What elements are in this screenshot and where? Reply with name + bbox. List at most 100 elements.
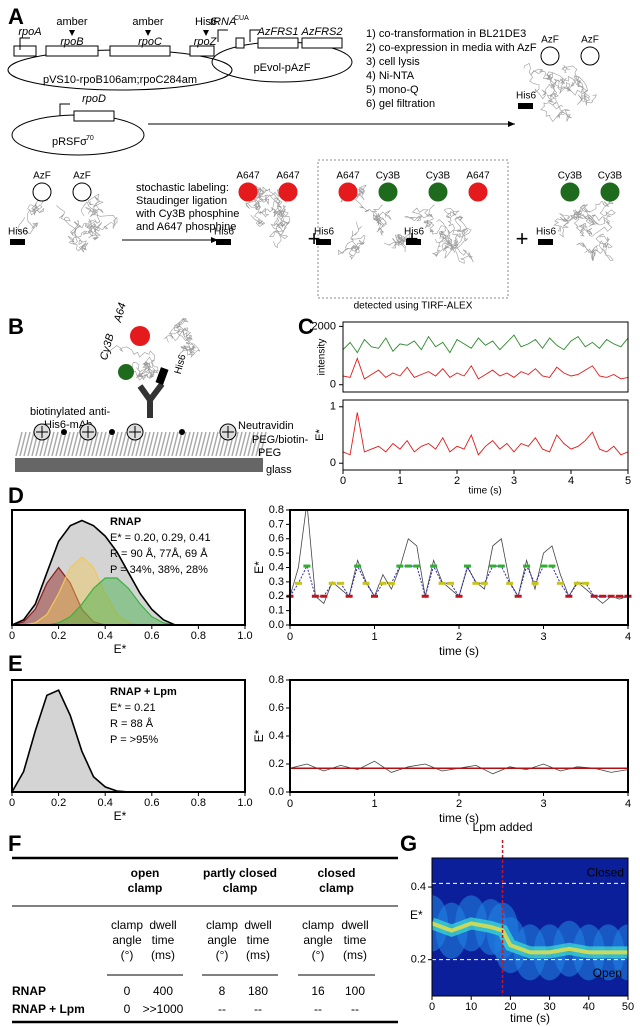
- subheader: (°): [121, 948, 134, 962]
- x-tick-label: 2: [456, 798, 462, 810]
- state-segment: [523, 564, 531, 568]
- plot-frame: [11, 509, 246, 626]
- dye-label: A647: [466, 171, 490, 182]
- rnap-structure: [180, 327, 201, 358]
- peg: [95, 431, 103, 457]
- rnap-structure: [252, 185, 287, 218]
- subheader: dwell: [149, 918, 176, 932]
- state-segment: [616, 594, 624, 598]
- plasmid-name: pEvol-pAzF: [254, 62, 311, 74]
- gene-label: rpoB: [60, 36, 83, 48]
- state-label: Open: [593, 966, 622, 980]
- acceptor-dye: [130, 326, 150, 346]
- density-core: [432, 921, 628, 955]
- plasmid-name: pRSFσ: [52, 136, 87, 148]
- table-cell: 400: [153, 984, 173, 998]
- gene-label: AzFRS1: [257, 26, 299, 38]
- state-segment: [531, 581, 539, 585]
- peg: [23, 431, 31, 457]
- peg: [147, 431, 155, 457]
- subheader: (ms): [246, 948, 270, 962]
- panel-label: G: [400, 831, 417, 856]
- his-tag: [316, 239, 331, 245]
- y-tick-label: 0.8: [269, 674, 284, 686]
- y-tick-label: 0.3: [269, 576, 284, 588]
- acceptor-label: A64: [112, 302, 129, 325]
- gene-label: rpoA: [18, 26, 41, 38]
- rnap-structure: [523, 62, 570, 100]
- x-tick-label: 0.8: [191, 630, 206, 642]
- peg: [155, 431, 163, 457]
- table-cell: 16: [311, 984, 325, 998]
- state-segment: [354, 564, 362, 568]
- gene: [13, 45, 37, 57]
- table-cell: 180: [248, 984, 268, 998]
- surface-label: Neutravidin: [238, 420, 294, 432]
- gene-label: CUA: [234, 15, 249, 22]
- x-tick-label: 4: [625, 631, 631, 643]
- state-segment: [556, 581, 564, 585]
- y-axis-label: E*: [252, 729, 266, 742]
- subheader: angle: [207, 933, 237, 947]
- y-tick-label: 0.0: [269, 619, 284, 631]
- x-tick-label: 0: [429, 1001, 435, 1013]
- state-segment: [345, 594, 353, 598]
- peg: [163, 431, 171, 457]
- subheader: clamp: [302, 918, 334, 932]
- his-tag: [518, 103, 533, 109]
- peg: [27, 431, 35, 457]
- tag-label: His6: [404, 227, 424, 238]
- gene: [45, 45, 99, 57]
- antibody-label: His6-mAb: [44, 419, 92, 431]
- tag-label: His6: [314, 227, 334, 238]
- rnap-structure: [576, 233, 614, 261]
- x-tick-label: 0: [287, 631, 293, 643]
- gene-label: AzFRS2: [301, 26, 343, 38]
- labeling-step: Staudinger ligation: [136, 195, 227, 207]
- his-tag: [10, 239, 25, 245]
- y-tick-label: 0.5: [269, 547, 284, 559]
- peg: [55, 431, 63, 457]
- table-cell: RNAP: [12, 984, 46, 998]
- rnap-structure: [383, 233, 411, 253]
- peg: [63, 431, 71, 457]
- his-tag: [538, 239, 553, 245]
- rnap-structure: [531, 69, 591, 106]
- x-tick-label: 0.4: [98, 630, 113, 642]
- y-tick-label: 0.7: [269, 518, 284, 530]
- labeling-step: with Cy3B phosphine: [135, 208, 239, 220]
- peg: [203, 431, 211, 457]
- plot-frame: [289, 679, 629, 793]
- y-axis-label: E*: [314, 428, 326, 440]
- x-tick-label: 0: [340, 475, 346, 487]
- biotin: [109, 429, 115, 435]
- glass: [15, 458, 263, 472]
- state-segment: [548, 564, 556, 568]
- gene: [301, 37, 343, 49]
- state-segment: [455, 594, 463, 598]
- x-tick-label: 2: [456, 631, 462, 643]
- state-segment: [404, 564, 412, 568]
- subheader: time: [247, 933, 270, 947]
- peg: [179, 431, 187, 457]
- promoter: [59, 103, 70, 116]
- plot-frame: [11, 679, 246, 793]
- state-segment: [328, 581, 336, 585]
- dye: [468, 182, 488, 202]
- y-tick-label: 1: [330, 401, 336, 413]
- subheader: (°): [312, 948, 325, 962]
- table-cell: 0: [124, 1002, 131, 1016]
- table-cell: >>1000: [143, 1002, 184, 1016]
- hist-annotation: R = 88 Å: [110, 717, 154, 730]
- hist-annotation: E* = 0.21: [110, 702, 156, 714]
- table-cell: --: [218, 1002, 226, 1016]
- histogram: [12, 520, 176, 625]
- peg: [71, 431, 79, 457]
- step: 4) Ni-NTA: [366, 70, 415, 82]
- y-tick-label: 0.4: [269, 561, 284, 573]
- rnap-structure: [443, 208, 472, 247]
- x-tick-label: 4: [568, 475, 574, 487]
- state-segment: [590, 594, 598, 598]
- state-segment: [421, 594, 429, 598]
- group-header: clamp: [223, 881, 258, 895]
